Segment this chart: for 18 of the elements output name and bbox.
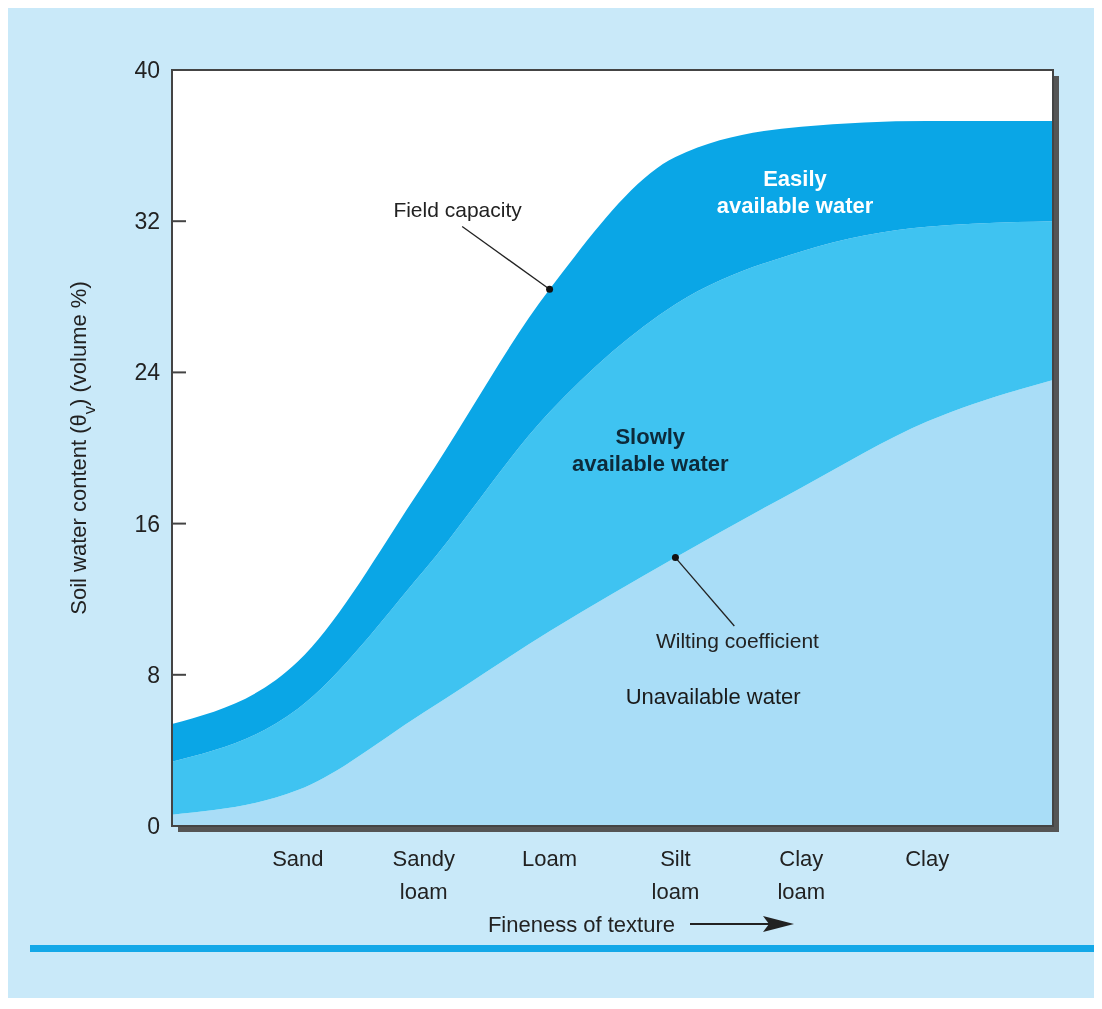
series-label: Slowly available water xyxy=(571,424,729,477)
annotation: Field capacity xyxy=(393,198,523,222)
y-tick-label: 0 xyxy=(147,813,160,839)
y-tick-label: 8 xyxy=(147,661,160,688)
y-tick-label: 16 xyxy=(134,510,160,537)
x-tick-label: Clay loam xyxy=(777,846,826,904)
y-tick-label: 32 xyxy=(134,208,160,235)
x-tick-label: Silt loam xyxy=(651,846,700,904)
x-axis-title: Fineness of texture xyxy=(487,912,675,937)
y-tick-label: 24 xyxy=(134,359,161,386)
x-tick-label: Clay xyxy=(905,846,950,871)
series-label: Unavailable water xyxy=(625,683,801,709)
series-label: Easily available water xyxy=(716,166,874,219)
x-tick-label: Loam xyxy=(522,846,578,871)
y-tick-label: 40 xyxy=(134,57,160,83)
x-tick-label: Sandy loam xyxy=(392,846,455,904)
x-tick-label: Sand xyxy=(272,846,324,871)
annotation: Wilting coefficient xyxy=(655,628,820,652)
